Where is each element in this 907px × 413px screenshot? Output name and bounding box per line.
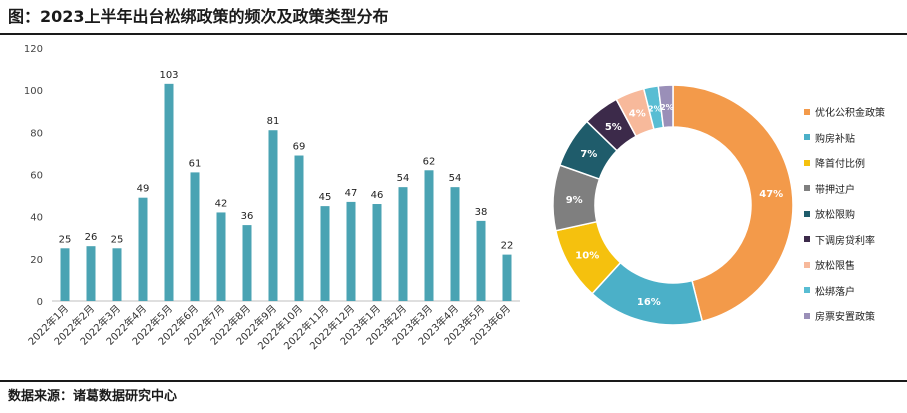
bar-value-label: 54 <box>449 173 462 184</box>
bar <box>216 212 226 301</box>
slice-percent-label: 2% <box>648 105 662 114</box>
top-divider <box>0 33 907 35</box>
legend-swatch <box>804 312 810 319</box>
legend-item: 优化公积金政策 <box>804 99 904 125</box>
bar-value-label: 42 <box>215 198 228 209</box>
y-tick-label: 120 <box>24 44 43 55</box>
slice-percent-label: 9% <box>566 195 583 206</box>
bar <box>190 172 200 301</box>
y-tick-label: 40 <box>30 213 43 224</box>
y-tick-label: 80 <box>30 128 43 139</box>
bar <box>450 187 460 301</box>
pie-legend: 优化公积金政策 购房补贴降首付比例带押过户放松限购下调房贷利率 放松限售松绑落户房票… <box>804 99 904 329</box>
chart-title: 图：2023上半年出台松绑政策的频次及政策类型分布 <box>8 7 389 26</box>
bar <box>372 204 382 301</box>
bar <box>112 248 122 301</box>
y-tick-label: 60 <box>30 171 43 182</box>
legend-swatch <box>804 185 810 192</box>
bar <box>398 187 408 301</box>
bar <box>502 254 512 301</box>
legend-label: 放松限售 <box>815 261 855 273</box>
bar <box>242 225 252 301</box>
legend-label: 放松限购 <box>815 210 855 222</box>
slice-percent-label: 4% <box>629 109 646 120</box>
legend-label: 房票安置政策 <box>815 312 875 324</box>
bar-value-label: 36 <box>241 211 254 222</box>
bar-value-label: 46 <box>371 190 384 201</box>
bar <box>294 155 304 301</box>
legend-item: 松绑落户 <box>804 278 904 304</box>
y-tick-label: 100 <box>24 86 43 97</box>
bar-value-label: 103 <box>159 70 178 81</box>
legend-swatch <box>804 108 810 115</box>
legend-swatch <box>804 236 810 243</box>
legend-swatch <box>804 134 810 141</box>
bottom-divider <box>0 380 907 382</box>
bar <box>138 197 148 301</box>
bar <box>268 130 278 301</box>
legend-swatch <box>804 210 810 217</box>
bar-value-label: 22 <box>501 241 514 252</box>
legend-item: 购房补贴 <box>804 125 904 151</box>
bar-value-label: 26 <box>85 232 98 243</box>
slice-percent-label: 16% <box>637 297 661 308</box>
bar <box>164 83 174 301</box>
slice-percent-label: 10% <box>575 251 599 262</box>
bar-value-label: 38 <box>475 207 488 218</box>
bar-value-label: 49 <box>137 184 150 195</box>
legend-label: 优化公积金政策 <box>815 108 885 120</box>
slice-percent-label: 7% <box>580 149 597 160</box>
legend-item: 带押过户 <box>804 176 904 202</box>
legend-label: 购房补贴 <box>815 133 855 145</box>
bar <box>424 170 434 301</box>
bar-value-label: 69 <box>293 142 306 153</box>
y-tick-label: 0 <box>37 297 43 308</box>
legend-item: 放松限购 <box>804 201 904 227</box>
bar-value-label: 62 <box>423 156 436 167</box>
bar <box>320 206 330 301</box>
bar-value-label: 54 <box>397 173 410 184</box>
legend-label: 带押过户 <box>815 184 855 196</box>
legend-item: 放松限售 <box>804 252 904 278</box>
legend-swatch <box>804 261 810 268</box>
bar-value-label: 45 <box>319 192 332 203</box>
legend-item: 房票安置政策 <box>804 303 904 329</box>
legend-swatch <box>804 159 810 166</box>
bar-value-label: 81 <box>267 116 280 127</box>
bar-value-label: 25 <box>59 234 72 245</box>
legend-label: 松绑落户 <box>815 286 855 298</box>
donut-slice <box>657 84 674 129</box>
legend-label: 降首付比例 <box>815 159 865 171</box>
legend-label: 下调房贷利率 <box>815 235 875 247</box>
bar <box>476 220 486 301</box>
slice-percent-label: 5% <box>605 122 622 133</box>
bar-value-label: 47 <box>345 188 358 199</box>
slice-percent-label: 47% <box>759 189 783 200</box>
data-source: 数据来源：诸葛数据研究中心 <box>8 389 178 404</box>
legend-item: 降首付比例 <box>804 150 904 176</box>
legend-item: 下调房贷利率 <box>804 227 904 253</box>
bar-chart: 020406080100120252022年1月262022年2月252022年… <box>24 44 520 352</box>
bar-value-label: 25 <box>111 234 124 245</box>
bar <box>60 248 70 301</box>
bar-value-label: 61 <box>189 158 202 169</box>
legend-swatch <box>804 287 810 294</box>
donut-slice <box>672 84 794 323</box>
slice-percent-label: 2% <box>660 103 674 112</box>
bar <box>86 246 96 301</box>
y-tick-label: 20 <box>30 255 43 266</box>
donut-chart: 47%16%10%9%7%5%4% 2%2% <box>552 84 794 326</box>
bar <box>346 201 356 301</box>
